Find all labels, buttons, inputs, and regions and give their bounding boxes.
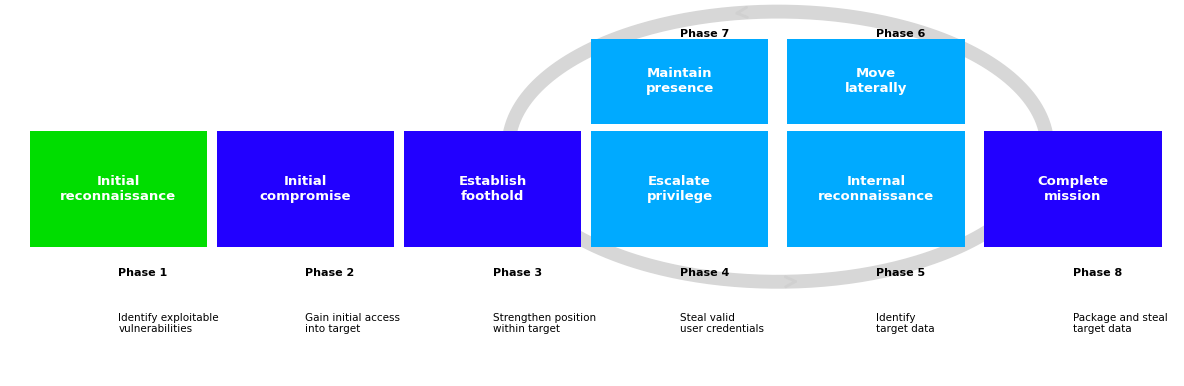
Text: Phase 5: Phase 5 [876, 268, 925, 278]
Text: Phase 2: Phase 2 [305, 268, 355, 278]
Text: Initial
compromise: Initial compromise [259, 175, 352, 203]
Text: Escalate
privilege: Escalate privilege [646, 175, 713, 203]
Text: Internal
reconnaissance: Internal reconnaissance [818, 175, 934, 203]
Text: Package and steal
target data: Package and steal target data [1073, 313, 1167, 334]
Text: Phase 6: Phase 6 [876, 29, 926, 39]
Text: Identify
target data: Identify target data [876, 313, 935, 334]
FancyBboxPatch shape [404, 131, 581, 247]
FancyBboxPatch shape [787, 131, 965, 247]
FancyBboxPatch shape [217, 131, 394, 247]
FancyBboxPatch shape [984, 131, 1162, 247]
Text: Gain initial access
into target: Gain initial access into target [305, 313, 400, 334]
Text: Phase 7: Phase 7 [680, 29, 729, 39]
Text: Maintain
presence: Maintain presence [645, 67, 714, 95]
Text: Strengthen position
within target: Strengthen position within target [493, 313, 596, 334]
FancyBboxPatch shape [591, 131, 768, 247]
Text: Steal valid
user credentials: Steal valid user credentials [680, 313, 764, 334]
Text: Complete
mission: Complete mission [1037, 175, 1108, 203]
Text: Phase 3: Phase 3 [493, 268, 541, 278]
Text: Initial
reconnaissance: Initial reconnaissance [60, 175, 176, 203]
Text: Phase 4: Phase 4 [680, 268, 729, 278]
Text: Move
laterally: Move laterally [845, 67, 907, 95]
FancyBboxPatch shape [787, 39, 965, 124]
FancyBboxPatch shape [591, 39, 768, 124]
FancyBboxPatch shape [30, 131, 207, 247]
Text: Phase 8: Phase 8 [1073, 268, 1122, 278]
Text: Establish
foothold: Establish foothold [458, 175, 527, 203]
Text: Phase 1: Phase 1 [118, 268, 168, 278]
Text: Identify exploitable
vulnerabilities: Identify exploitable vulnerabilities [118, 313, 219, 334]
